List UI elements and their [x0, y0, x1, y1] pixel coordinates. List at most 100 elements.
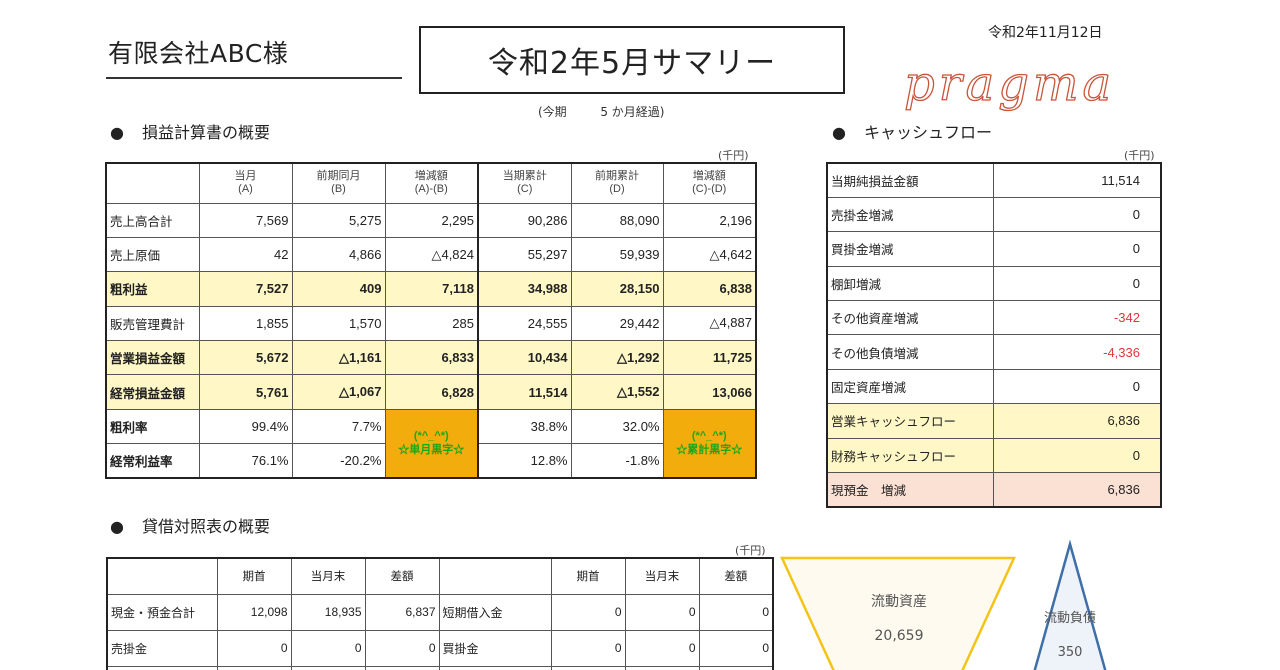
cell: 0	[698, 593, 774, 631]
bullet-icon: ●	[110, 123, 124, 142]
cell: 6,838	[662, 271, 757, 307]
pl-table: 当月 (A) 前期同月 (B) 増減額 (A)-(B) 当期累計 (C) 前期累計 (D)…	[105, 162, 757, 480]
cell: 6,828	[384, 374, 479, 410]
bs-label	[106, 665, 218, 670]
cf-row: その他資産増減 -342	[826, 300, 1162, 336]
cf-label: 棚卸増減	[826, 265, 994, 302]
current-assets-value: 20,659	[875, 628, 924, 644]
current-assets-label: 流動資産	[871, 594, 927, 610]
cf-label: 買掛金増減	[826, 231, 994, 267]
cf-value: 0	[992, 437, 1162, 474]
pl-row: 売上高合計 7,569 5,275 2,295 90,286 88,090 2,…	[105, 202, 757, 238]
cell: 88,090	[570, 202, 664, 238]
bs-header-blank	[106, 557, 218, 595]
cell: 4,866	[291, 236, 386, 273]
bs-row: 現金・預金合計 12,098 18,935 6,837 短期借入金 0 0 0	[106, 593, 774, 631]
cell: 55,297	[477, 236, 572, 273]
cf-unit: (千円)	[1124, 149, 1155, 162]
cell: 34,988	[477, 271, 572, 307]
cf-row: 財務キャッシュフロー 0	[826, 437, 1162, 474]
pl-col-header: 前期累計 (D)	[570, 162, 664, 204]
cf-row: 現預金 増減 6,836	[826, 472, 1162, 508]
cell: 2,196	[662, 202, 757, 238]
bs-table: 期首 当月末 差額 期首 当月末 差額 現金・預金合計 12,098 18,93…	[106, 557, 774, 670]
row-label: 粗利益	[105, 271, 200, 307]
pl-title: 損益計算書の概要	[141, 123, 270, 142]
cf-value: 6,836	[992, 403, 1162, 439]
pl-col-header: 増減額 (C)-(D)	[662, 162, 757, 204]
row-label: 経常利益率	[105, 443, 200, 479]
cell: 0	[698, 629, 774, 667]
row-label: 粗利率	[105, 408, 200, 445]
bs-unit: (千円)	[735, 544, 766, 557]
cf-label: 当期純損益金額	[826, 162, 994, 198]
cell: 0	[364, 629, 440, 667]
cell: 6,837	[364, 593, 440, 631]
cell: -1.8%	[570, 443, 664, 479]
cf-label: その他負債増減	[826, 334, 994, 370]
cell: 59,939	[570, 236, 664, 273]
cell: 5,672	[198, 340, 293, 376]
pl-row: 粗利益 7,527 409 7,118 34,988 28,150 6,838	[105, 271, 757, 307]
bs-row	[106, 665, 774, 670]
company-underline	[106, 77, 402, 79]
bullet-icon: ●	[110, 517, 124, 536]
cell: 10,434	[477, 340, 572, 376]
pl-row: 売上原価 42 4,866 △4,824 55,297 59,939 △4,64…	[105, 236, 757, 273]
cf-value: -342	[992, 300, 1162, 336]
cell: 28,150	[570, 271, 664, 307]
row-label: 営業損益金額	[105, 340, 200, 376]
cf-value: 11,514	[992, 162, 1162, 198]
cell: 29,442	[570, 305, 664, 342]
bs-label: 売掛金	[106, 629, 218, 667]
cell: 11,514	[477, 374, 572, 410]
row-label: 販売管理費計	[105, 305, 200, 342]
cell: 1,855	[198, 305, 293, 342]
cf-row: 買掛金増減 0	[826, 231, 1162, 267]
cell: 0	[624, 593, 700, 631]
cf-title: キャッシュフロー	[863, 123, 992, 142]
bs-row: 売掛金 0 0 0 買掛金 0 0 0	[106, 629, 774, 667]
cell: 13,066	[662, 374, 757, 410]
cell: △4,642	[662, 236, 757, 273]
cell: 7,527	[198, 271, 293, 307]
cell	[550, 665, 626, 670]
cell: 42	[198, 236, 293, 273]
cf-label: 財務キャッシュフロー	[826, 437, 994, 474]
current-liabilities-shape	[1033, 540, 1107, 670]
cf-label: 固定資産増減	[826, 368, 994, 405]
cell	[290, 665, 366, 670]
bs-header-blank	[438, 557, 552, 595]
cell: 7.7%	[291, 408, 386, 445]
cell: △4,887	[662, 305, 757, 342]
balance-diagram: 流動資産 20,659 流動負債 350	[780, 540, 1107, 670]
bs-col-header: 期首	[216, 557, 292, 595]
cell: 24,555	[477, 305, 572, 342]
cell: 0	[290, 629, 366, 667]
cf-row: 固定資産増減 0	[826, 368, 1162, 405]
cell: 1,570	[291, 305, 386, 342]
cf-label: 営業キャッシュフロー	[826, 403, 994, 439]
pl-heading: ● 損益計算書の概要	[110, 119, 270, 143]
bs-col-header: 差額	[698, 557, 774, 595]
cell: 0	[550, 629, 626, 667]
cell	[364, 665, 440, 670]
row-label: 経常損益金額	[105, 374, 200, 410]
cell: 6,833	[384, 340, 479, 376]
current-assets-shape	[780, 556, 1016, 670]
pl-unit: (千円)	[718, 149, 749, 162]
cf-table: 当期純損益金額 11,514 売掛金増減 0 買掛金増減 0 棚卸増減 0 その他資産増…	[826, 162, 1162, 508]
cell: 18,935	[290, 593, 366, 631]
bs-label: 現金・預金合計	[106, 593, 218, 631]
cf-row: 営業キャッシュフロー 6,836	[826, 403, 1162, 439]
cell: 7,118	[384, 271, 479, 307]
cell: 90,286	[477, 202, 572, 238]
pl-col-header: 増減額 (A)-(B)	[384, 162, 479, 204]
logo-text: pragma	[904, 56, 1115, 112]
company-name: 有限会社ABC様	[108, 39, 289, 68]
cell: △4,824	[384, 236, 479, 273]
pl-col-header: 前期同月 (B)	[291, 162, 386, 204]
cf-row: 売掛金増減 0	[826, 196, 1162, 233]
cell: 0	[550, 593, 626, 631]
current-liabilities-label: 流動負債	[1044, 611, 1096, 626]
